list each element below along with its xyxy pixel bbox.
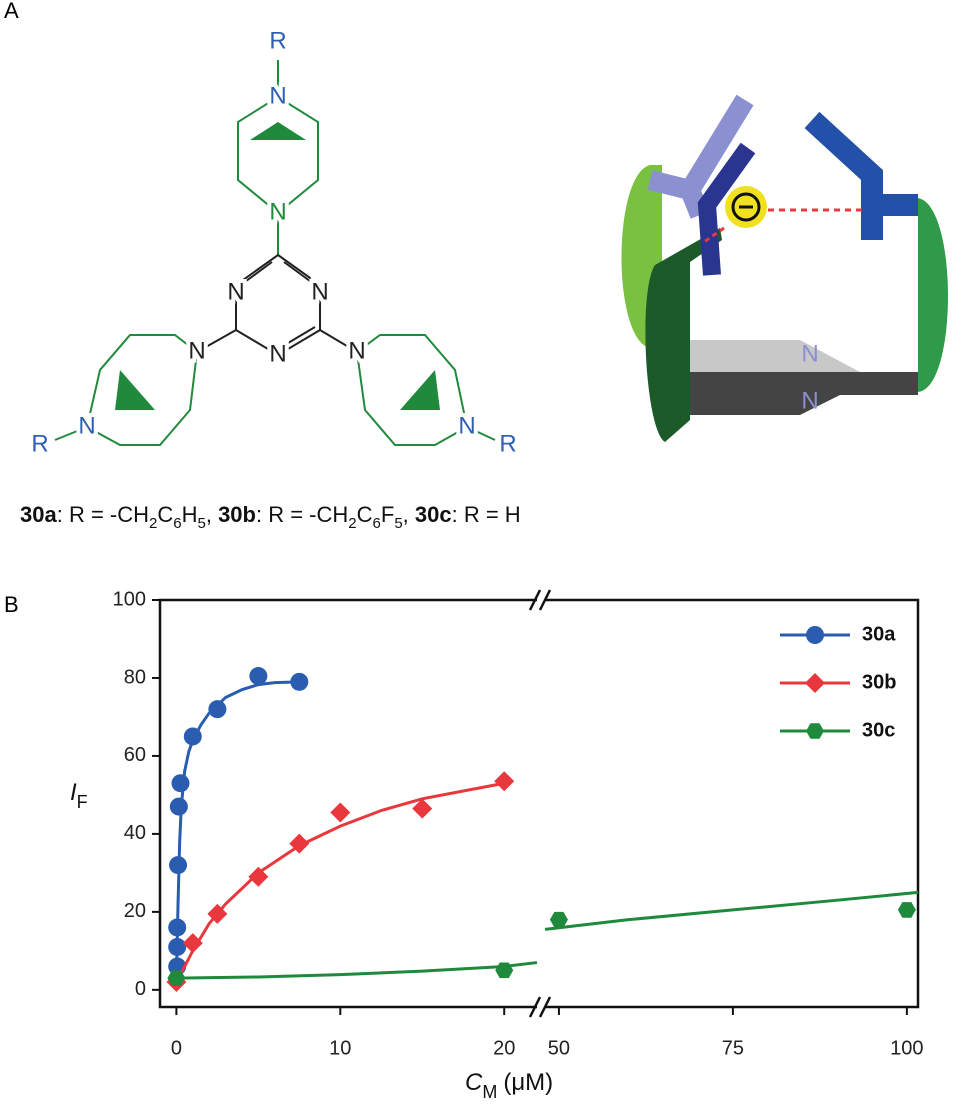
cartoon: N N (621, 94, 948, 442)
y-label-sub: F (77, 792, 88, 812)
caption-run: : R = -CH (57, 502, 149, 527)
y-tick-label: 40 (124, 822, 146, 844)
legend-label: 30b (862, 671, 896, 693)
legend-label: 30a (862, 623, 896, 645)
caption-run: C (357, 502, 373, 527)
structure-atoms: R N N N N N N N N R N R (27, 23, 520, 461)
fit-line (174, 680, 300, 979)
caption-run: , (206, 502, 218, 527)
atom: N (269, 198, 286, 225)
point (495, 962, 514, 979)
x-tick-label: 100 (890, 1037, 923, 1059)
x-tick-label: 50 (548, 1037, 570, 1059)
point (183, 727, 202, 746)
point (168, 918, 187, 937)
point (549, 911, 568, 928)
y-tick-label: 60 (124, 744, 146, 766)
point (494, 771, 515, 792)
caption-run: 30b (218, 502, 256, 527)
x-axis-label: CM (μM) (465, 1069, 553, 1102)
atom: N (269, 340, 286, 367)
x-label-sub: M (482, 1082, 497, 1102)
x-label-unit: (μM) (503, 1069, 553, 1096)
legend-label: 30c (862, 719, 895, 741)
point (249, 667, 268, 686)
panel-label: A (4, 0, 19, 23)
point (167, 970, 186, 986)
point (208, 700, 227, 719)
caption-run: , (403, 502, 415, 527)
point (207, 903, 228, 924)
panel-label: B (4, 592, 19, 617)
caption-run: H (182, 502, 198, 527)
y-tick-label: 100 (113, 588, 146, 610)
point (289, 833, 310, 854)
y-label-main: I (70, 779, 77, 806)
point (412, 798, 433, 819)
y-tick-label: 20 (124, 900, 146, 922)
legend-marker (805, 673, 825, 693)
cartoon-label: N (801, 387, 818, 414)
point (248, 866, 269, 887)
caption-run: : R = H (452, 502, 521, 527)
x-label-main: C (465, 1069, 483, 1096)
point (169, 856, 188, 875)
caption-run: : R = -CH (256, 502, 348, 527)
legend-marker (806, 723, 824, 739)
y-tick-label: 0 (135, 978, 146, 1000)
atom: N (348, 337, 365, 364)
atom: N (188, 337, 205, 364)
y-tick-label: 80 (124, 666, 146, 688)
caption-run: C (157, 502, 173, 527)
atom: N (269, 82, 286, 109)
caption: 30a: R = -CH2C6H5, 30b: R = -CH2C6F5, 30… (20, 502, 521, 532)
caption-run: F (381, 502, 394, 527)
point (897, 902, 916, 918)
caption-run: 5 (197, 515, 205, 532)
caption-run: 2 (348, 515, 356, 532)
caption-run: 5 (394, 515, 402, 532)
atom: N (311, 278, 328, 305)
atom: R (269, 27, 286, 54)
x-tick-label: 0 (171, 1037, 182, 1059)
caption-run: 30c (415, 502, 452, 527)
atom: N (458, 412, 475, 439)
atom: R (499, 430, 516, 457)
structure-bonds (54, 60, 496, 446)
caption-run: 30a (20, 502, 57, 527)
point (168, 937, 187, 956)
x-tick-label: 75 (722, 1037, 744, 1059)
x-tick-label: 10 (329, 1037, 351, 1059)
atom: R (31, 430, 48, 457)
point (171, 774, 190, 793)
y-axis-label: IF (70, 779, 88, 812)
caption-run: 6 (373, 515, 381, 532)
point (169, 797, 188, 816)
atom: N (78, 412, 95, 439)
point (330, 802, 351, 823)
axis-frame (158, 589, 920, 1018)
caption-run: 2 (149, 515, 157, 532)
point (290, 672, 309, 691)
atom: N (227, 278, 244, 305)
legend-marker (806, 626, 824, 644)
point (182, 933, 203, 954)
caption-run: 6 (173, 515, 181, 532)
cartoon-label: N (801, 340, 818, 367)
fit-line (176, 890, 919, 980)
x-tick-label: 20 (493, 1037, 515, 1059)
